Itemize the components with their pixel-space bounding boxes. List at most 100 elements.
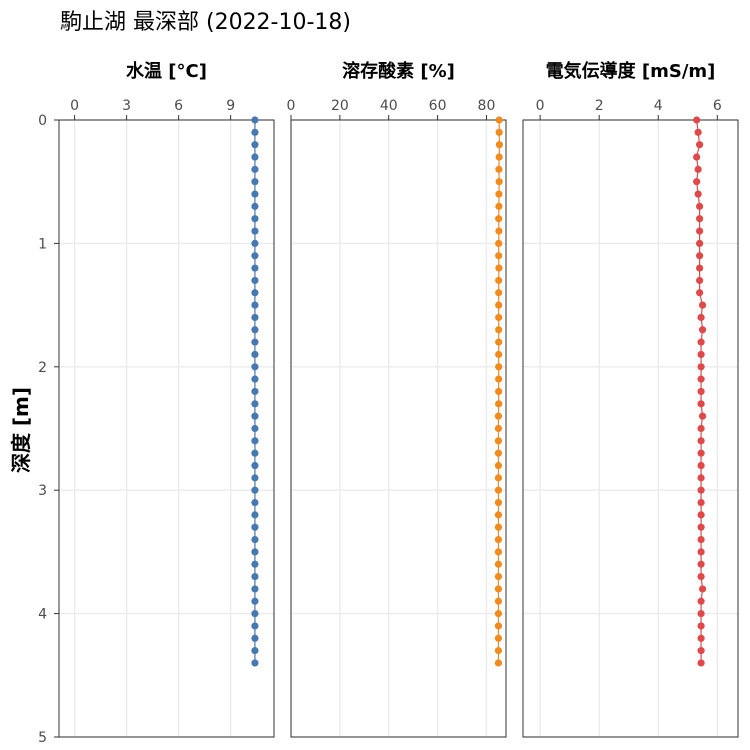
data-point [697, 486, 705, 494]
data-point [494, 647, 503, 655]
data-point [697, 363, 705, 371]
data-point [494, 437, 503, 445]
data-point [495, 375, 503, 383]
x-tick-label: 9 [226, 98, 235, 114]
data-point [697, 375, 705, 383]
data-point [494, 412, 503, 420]
data-point [251, 622, 259, 630]
data-point [251, 659, 259, 667]
data-point [494, 585, 503, 593]
data-point [697, 572, 705, 581]
data-point [251, 634, 259, 642]
data-point [495, 153, 503, 161]
data-point [697, 511, 705, 519]
data-point [251, 313, 259, 322]
data-point [251, 585, 259, 593]
data-point [495, 350, 503, 359]
data-point [251, 215, 259, 223]
data-point [494, 634, 503, 642]
data-point [494, 560, 503, 568]
data-point [495, 239, 503, 247]
data-point [693, 178, 701, 186]
data-point [251, 560, 259, 568]
data-point [696, 141, 704, 149]
data-point [251, 141, 259, 149]
data-point [696, 202, 704, 210]
y-tick-label: 3 [38, 483, 47, 499]
data-point [697, 350, 705, 359]
data-point [697, 400, 705, 408]
data-point [696, 239, 704, 247]
data-point [693, 153, 701, 161]
data-point [495, 276, 503, 285]
data-point [495, 202, 503, 210]
data-point [251, 498, 259, 507]
x-tick-label: 4 [654, 98, 663, 114]
data-point [495, 116, 503, 124]
data-point [251, 301, 259, 309]
data-point [251, 572, 259, 581]
data-point [697, 387, 705, 396]
data-point [495, 301, 503, 309]
data-point [696, 252, 704, 260]
x-tick-label: 0 [70, 98, 79, 114]
data-point [251, 227, 259, 235]
x-tick-label: 80 [478, 98, 496, 114]
data-point [495, 363, 503, 371]
data-point [251, 326, 259, 334]
data-point [694, 165, 702, 173]
data-point [697, 659, 705, 667]
data-point [251, 252, 259, 260]
data-point [251, 338, 259, 346]
data-point [251, 202, 259, 210]
y-axis-title: 深度 [m] [9, 387, 33, 473]
panel-title: 溶存酸素 [%] [342, 60, 455, 82]
data-point [697, 647, 705, 655]
panel-frame [522, 119, 739, 738]
data-point [697, 424, 705, 433]
data-point [251, 610, 259, 618]
data-point [251, 548, 259, 556]
data-point [693, 116, 701, 124]
data-point [696, 215, 704, 223]
data-point [494, 535, 503, 544]
data-point [251, 437, 259, 445]
data-point [494, 461, 503, 470]
data-point [494, 486, 503, 494]
panel-conductivity: 電気伝導度 [mS/m]0 2 4 6 [522, 60, 739, 738]
data-point [698, 412, 707, 420]
data-point [494, 659, 503, 667]
panel-frame [58, 119, 275, 738]
data-point [495, 326, 503, 334]
data-point [251, 375, 259, 383]
data-point [251, 400, 259, 408]
data-point [495, 252, 503, 260]
data-point [494, 498, 503, 507]
x-tick-label: 40 [380, 98, 398, 114]
data-point [495, 190, 503, 198]
data-point [251, 116, 259, 124]
data-point [251, 474, 259, 482]
data-point [698, 326, 707, 334]
chart-title: 駒止湖 最深部 (2022-10-18) [60, 10, 351, 35]
data-point [694, 190, 702, 198]
y-tick-label: 4 [38, 607, 47, 623]
data-point [697, 498, 705, 507]
data-point [697, 338, 705, 346]
data-point [697, 313, 705, 322]
data-point [251, 387, 259, 396]
panel-dissolved-oxygen: 溶存酸素 [%] 0 20 40 60 80 [287, 60, 507, 738]
data-point [697, 449, 705, 457]
y-tick-label: 5 [38, 730, 47, 746]
data-point [697, 597, 705, 605]
data-point [494, 474, 503, 482]
data-point [495, 141, 504, 149]
data-point [495, 178, 503, 186]
y-tick-label: 1 [38, 236, 47, 252]
data-point [251, 350, 259, 359]
y-axis: 0 1 2 3 4 5 [38, 113, 59, 746]
data-point [251, 424, 259, 433]
data-point [696, 227, 704, 235]
data-point [494, 622, 503, 630]
